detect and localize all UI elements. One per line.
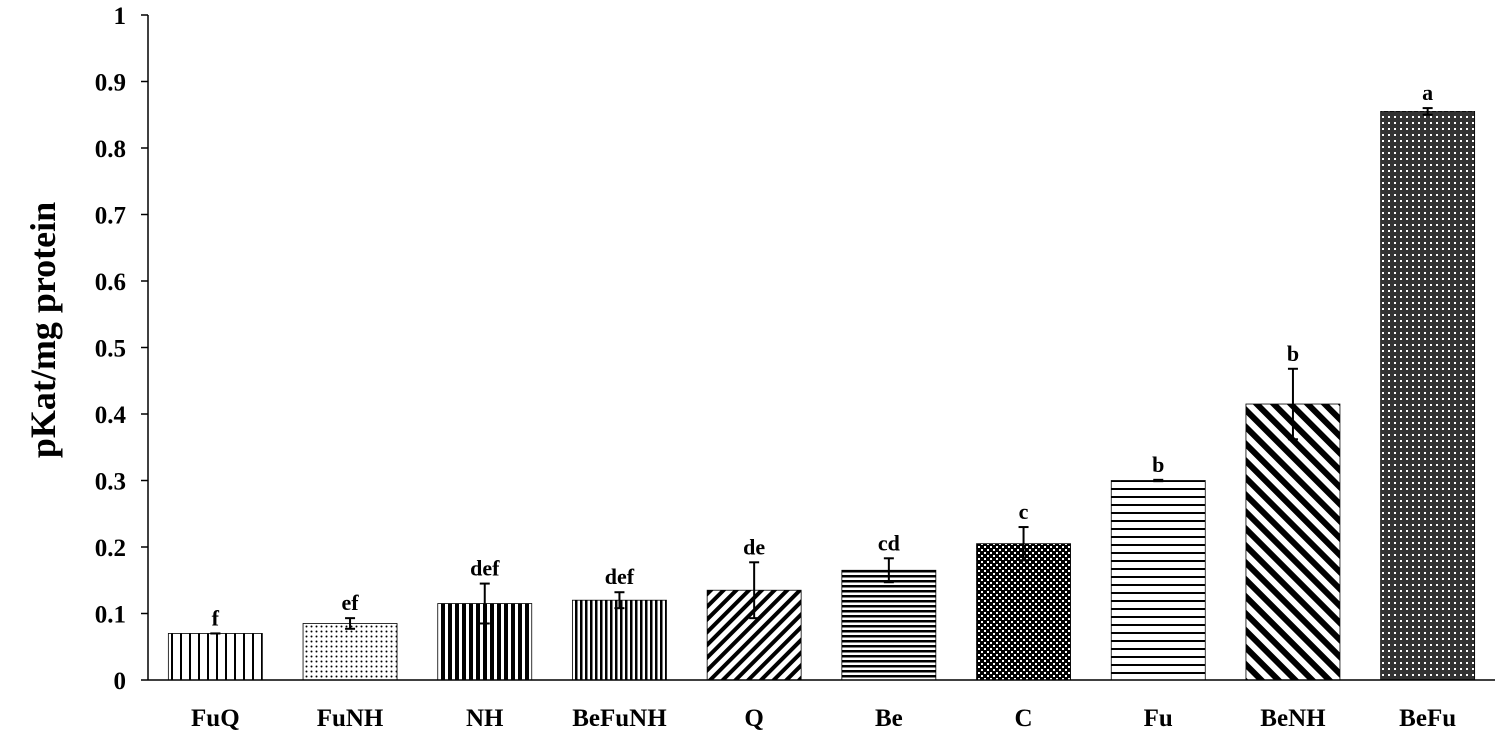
significance-labels-group: f ef def def de cd c b b a [212, 80, 1433, 630]
bar-benh [1245, 403, 1341, 681]
y-tick-label: 0.4 [95, 402, 127, 429]
error-bar-q [749, 561, 760, 620]
bar-fuq [167, 633, 263, 681]
bar-befu [1380, 111, 1476, 681]
x-tick-label-befu: BeFu [1399, 705, 1456, 732]
error-bar-c [1018, 526, 1029, 562]
significance-label-be: cd [878, 530, 900, 555]
significance-label-befunh: def [605, 564, 635, 589]
bar-c [976, 543, 1071, 681]
bar-fu [1110, 480, 1206, 681]
x-tick-label-fuq: FuQ [191, 705, 240, 732]
y-tick-label: 0 [114, 668, 127, 695]
y-axis-ticks: 0 0.1 0.2 0.3 0.4 0.5 0.6 0.7 0.8 0.9 1 [95, 3, 148, 695]
x-tick-label-benh: BeNH [1260, 705, 1326, 732]
significance-label-benh: b [1287, 341, 1299, 366]
y-tick-label: 0.5 [95, 336, 126, 363]
y-tick-label: 0.7 [95, 203, 126, 230]
error-bar-befu [1422, 107, 1433, 116]
bar-befunh [572, 599, 667, 681]
bar-funh [302, 623, 398, 681]
x-tick-label-fu: Fu [1144, 705, 1173, 732]
y-tick-label: 0.3 [95, 469, 126, 496]
significance-label-fuq: f [212, 605, 220, 630]
error-bar-funh [345, 617, 356, 630]
x-axis-labels: FuQ FuNH NH BeFuNH Q Be C Fu BeNH BeFu [191, 705, 1456, 732]
y-tick-label: 0.6 [95, 269, 126, 296]
x-tick-label-q: Q [744, 705, 763, 732]
significance-label-fu: b [1152, 452, 1164, 477]
error-bar-befunh [614, 591, 625, 610]
error-bar-fu [1153, 478, 1164, 483]
y-tick-label: 0.1 [95, 602, 126, 629]
bar-be [841, 569, 937, 681]
error-bars-group [210, 107, 1433, 635]
x-tick-label-funh: FuNH [317, 705, 384, 732]
y-tick-label: 0.8 [95, 136, 126, 163]
y-axis-title: pKat/mg protein [23, 202, 63, 458]
significance-label-c: c [1019, 499, 1029, 524]
significance-label-funh: ef [342, 590, 360, 615]
x-tick-label-be: Be [875, 705, 903, 732]
x-tick-label-befunh: BeFuNH [572, 705, 667, 732]
bars-group [167, 111, 1476, 681]
significance-label-q: de [743, 534, 765, 559]
y-tick-label: 1 [114, 3, 127, 30]
x-tick-label-c: C [1015, 705, 1033, 732]
x-tick-label-nh: NH [466, 705, 504, 732]
significance-label-nh: def [470, 556, 500, 581]
error-bar-benh [1287, 367, 1298, 441]
error-bar-nh [479, 582, 490, 625]
y-tick-label: 0.2 [95, 535, 126, 562]
significance-label-befu: a [1422, 80, 1433, 105]
y-tick-label: 0.9 [95, 70, 126, 97]
error-bar-be [883, 557, 894, 584]
